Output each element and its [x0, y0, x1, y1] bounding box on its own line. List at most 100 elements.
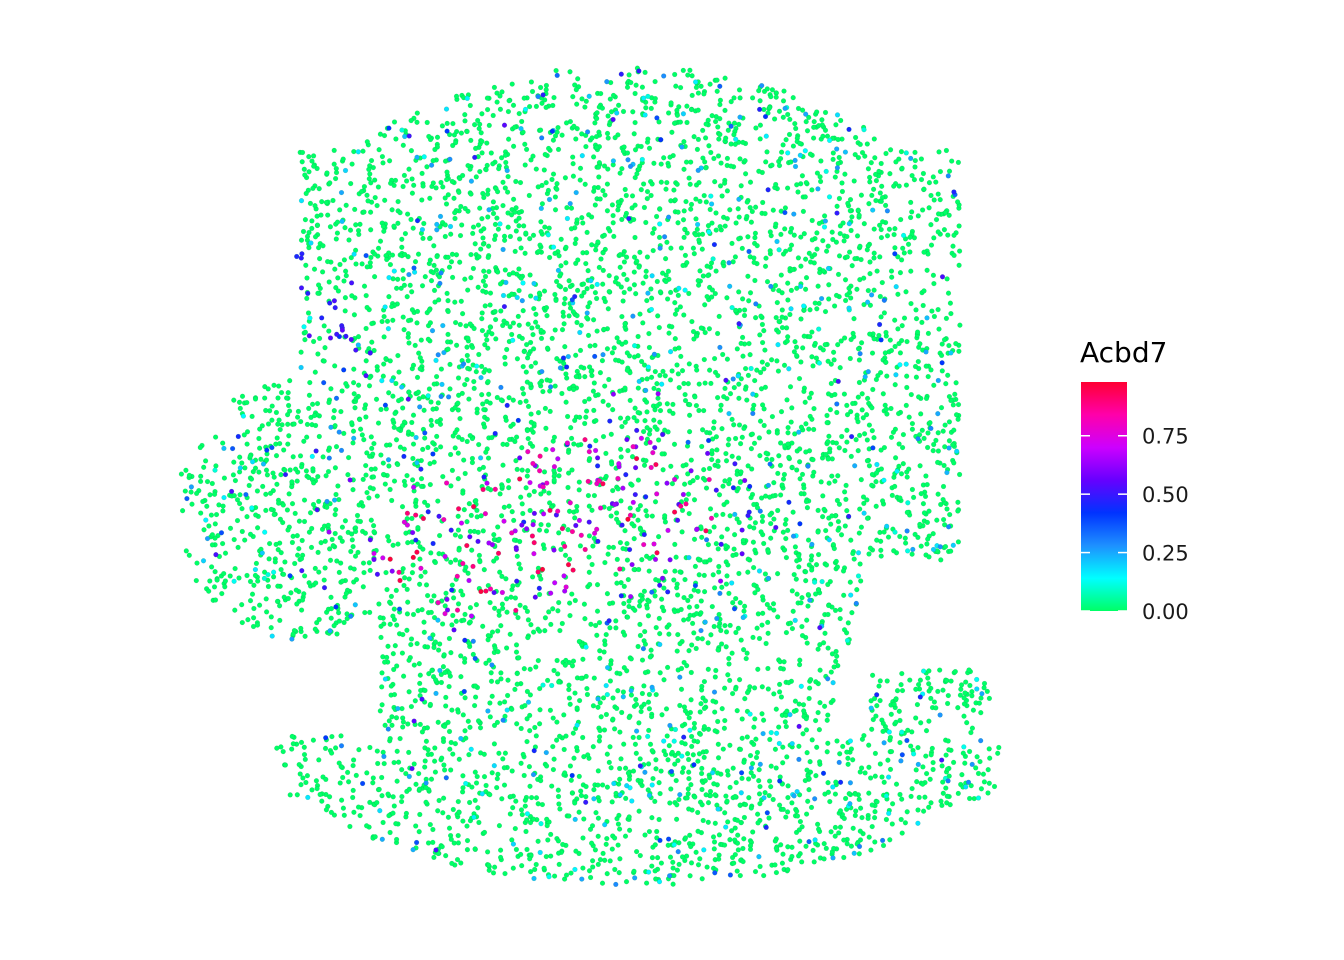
data-point — [388, 683, 394, 689]
data-point — [263, 467, 270, 473]
data-point — [263, 407, 269, 414]
data-point — [339, 388, 345, 394]
data-point — [553, 737, 560, 743]
data-point — [316, 569, 322, 575]
data-point — [402, 231, 409, 237]
data-point — [722, 478, 728, 484]
data-point — [353, 222, 359, 228]
data-point — [732, 141, 738, 147]
data-point — [622, 528, 628, 534]
data-point — [458, 203, 464, 210]
data-point — [929, 308, 935, 314]
data-point — [312, 234, 319, 240]
data-point — [646, 691, 653, 698]
data-point — [920, 808, 927, 814]
data-point — [613, 625, 619, 631]
data-point — [493, 317, 499, 323]
data-point — [600, 695, 607, 701]
data-point — [906, 414, 912, 420]
data-point — [780, 251, 787, 257]
data-point — [234, 497, 241, 503]
data-point — [734, 708, 740, 714]
data-point — [295, 414, 301, 420]
data-point — [701, 467, 707, 473]
data-point — [549, 783, 555, 789]
data-point — [500, 756, 506, 762]
data-point — [404, 178, 410, 184]
data-point — [543, 104, 549, 111]
data-point — [751, 259, 757, 266]
data-point — [763, 450, 769, 456]
data-point — [738, 819, 744, 826]
data-point — [764, 601, 770, 608]
data-point — [946, 168, 953, 174]
data-point — [657, 419, 663, 425]
data-point — [962, 760, 968, 766]
data-point — [464, 837, 471, 844]
data-point — [541, 288, 548, 294]
data-point — [410, 362, 417, 368]
data-point — [586, 503, 592, 509]
data-point — [568, 777, 574, 783]
data-point — [956, 471, 963, 478]
data-point — [207, 492, 213, 498]
data-point — [955, 508, 961, 514]
data-point — [695, 635, 701, 642]
data-point — [888, 348, 895, 354]
data-point — [812, 300, 818, 306]
data-point — [434, 134, 441, 140]
data-point — [266, 556, 272, 562]
data-point — [400, 314, 406, 320]
data-point — [834, 409, 840, 416]
data-point — [770, 601, 777, 607]
data-point — [783, 629, 790, 636]
data-point — [421, 220, 427, 227]
data-point — [302, 573, 308, 579]
data-point — [789, 625, 796, 632]
data-point — [774, 571, 781, 577]
data-point — [695, 862, 702, 868]
data-point — [946, 343, 952, 349]
data-point — [837, 824, 844, 830]
data-point — [565, 470, 572, 476]
data-point — [975, 770, 982, 777]
data-point — [913, 686, 919, 692]
data-point — [538, 778, 544, 784]
data-point — [476, 126, 482, 132]
data-point — [594, 632, 600, 638]
data-point — [589, 823, 596, 829]
data-point — [913, 374, 920, 380]
data-point — [713, 210, 719, 216]
data-point — [851, 178, 857, 184]
data-point — [334, 631, 340, 637]
data-point — [596, 174, 602, 180]
data-point — [377, 131, 384, 137]
data-point — [722, 75, 728, 81]
data-point — [720, 351, 726, 358]
data-point — [268, 506, 274, 513]
data-point — [944, 506, 950, 512]
data-point — [502, 185, 508, 191]
data-point — [400, 405, 406, 411]
data-point — [621, 632, 628, 638]
data-point — [447, 386, 453, 392]
data-point — [477, 169, 483, 175]
data-point — [353, 772, 359, 779]
data-point — [576, 773, 582, 780]
data-point — [551, 94, 557, 101]
data-point — [298, 625, 304, 632]
data-point — [434, 374, 440, 380]
data-point — [548, 831, 554, 838]
data-point — [889, 801, 896, 807]
data-point — [368, 227, 374, 233]
data-point — [649, 181, 655, 187]
data-point — [321, 577, 327, 583]
data-point — [352, 553, 359, 559]
data-point — [646, 344, 653, 351]
data-point — [892, 245, 898, 251]
data-point — [719, 426, 725, 432]
data-point — [361, 437, 367, 443]
data-point — [803, 449, 809, 455]
data-point — [939, 763, 945, 769]
data-point — [978, 695, 984, 701]
